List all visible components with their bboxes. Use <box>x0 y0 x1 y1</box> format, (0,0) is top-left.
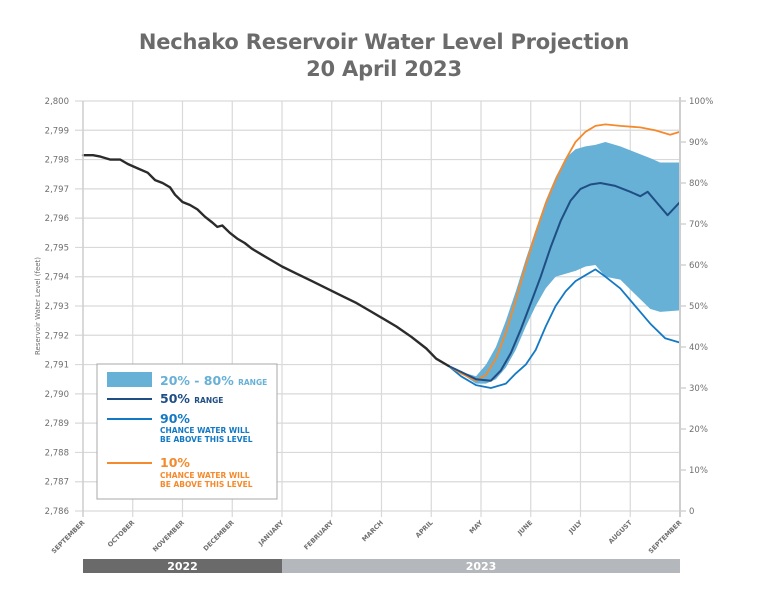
legend-caption-p90: CHANCE WATER WILL <box>160 426 250 435</box>
y-tick-label: 2,788 <box>45 448 69 458</box>
series-line-p50 <box>447 182 681 382</box>
y-tick-label: 2,797 <box>45 185 69 195</box>
y-tick-label: 2,796 <box>45 214 69 224</box>
year-label: 2022 <box>167 560 198 573</box>
band-20-80-area <box>448 142 680 384</box>
y-tick-label: 2,800 <box>45 97 69 107</box>
y-tick-label: 2,793 <box>45 302 69 312</box>
y2-tick-label: 30% <box>689 384 708 394</box>
y2-tick-label: 40% <box>689 343 708 353</box>
chart-subtitle: 20 April 2023 <box>306 57 462 81</box>
band-layer <box>448 142 680 384</box>
chart-title: Nechako Reservoir Water Level Projection <box>138 30 630 54</box>
y-tick-label: 2,789 <box>45 419 69 429</box>
x-tick-label: FEBRUARY <box>302 519 335 552</box>
x-tick-label: DECEMBER <box>202 519 236 553</box>
legend-label-p50-suffix: RANGE <box>194 396 223 405</box>
x-tick-label: SEPTEMBER <box>647 519 684 556</box>
legend-caption-p90: BE ABOVE THIS LEVEL <box>160 435 253 444</box>
y-tick-label: 2,794 <box>45 273 69 283</box>
x-tick-label: JUNE <box>515 519 534 538</box>
y-tick-label: 2,791 <box>45 361 69 371</box>
y2-tick-label: 80% <box>689 179 708 189</box>
year-label: 2023 <box>466 560 497 573</box>
y2-tick-label: 20% <box>689 425 708 435</box>
x-tick-label: SEPTEMBER <box>50 519 87 556</box>
legend-label-p90: 90% <box>160 411 190 426</box>
series-line-p90 <box>447 268 681 389</box>
series-line-p10 <box>447 123 681 382</box>
x-tick-label: JULY <box>567 519 585 537</box>
y-tick-label: 2,795 <box>45 243 69 253</box>
y2-tick-label: 90% <box>689 138 708 148</box>
series-line-historical <box>81 153 450 368</box>
y-tick-label: 2,799 <box>45 126 69 136</box>
year-bar <box>83 559 282 573</box>
y2-tick-label: 0 <box>689 507 694 517</box>
legend-swatch-band <box>107 372 152 387</box>
y2-tick-label: 60% <box>689 261 708 271</box>
x-tick-label: MARCH <box>360 519 385 544</box>
legend-caption-p10: BE ABOVE THIS LEVEL <box>160 480 253 489</box>
y2-tick-label: 10% <box>689 466 708 476</box>
y-tick-label: 2,787 <box>45 478 69 488</box>
legend-label-band-suffix: RANGE <box>238 378 267 387</box>
legend-label-p10: 10% <box>160 455 190 470</box>
y2-tick-label: 50% <box>689 302 708 312</box>
x-tick-label: AUGUST <box>607 518 634 545</box>
y-tick-label: 2,786 <box>45 507 69 517</box>
y-tick-label: 2,798 <box>45 156 69 166</box>
lines-layer <box>81 123 681 389</box>
x-tick-label: JANUARY <box>256 519 285 548</box>
x-tick-label: NOVEMBER <box>151 519 186 554</box>
y-tick-label: 2,792 <box>45 331 69 341</box>
x-tick-label: MAY <box>468 519 485 536</box>
y2-tick-label: 70% <box>689 220 708 230</box>
y-axis-label: Reservoir Water Level (feet) <box>34 257 42 355</box>
year-bar <box>282 559 680 573</box>
legend-caption-p10: CHANCE WATER WILL <box>160 471 250 480</box>
x-tick-label: OCTOBER <box>106 519 136 549</box>
y2-tick-label: 100% <box>689 97 713 107</box>
y-tick-label: 2,790 <box>45 390 69 400</box>
x-tick-label: APRIL <box>414 519 435 540</box>
